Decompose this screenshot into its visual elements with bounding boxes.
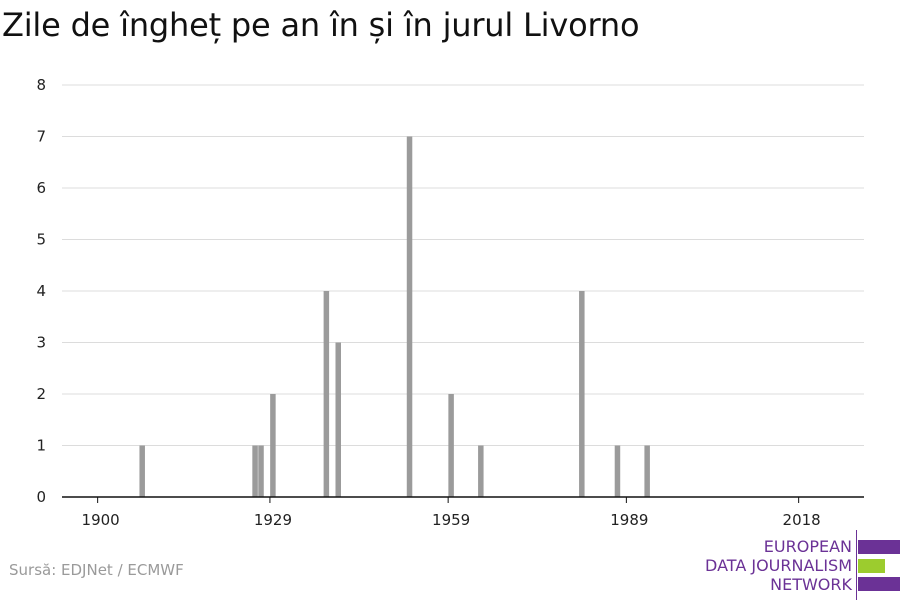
x-tick-label-2018: 2018: [783, 511, 821, 529]
bar-series: [139, 136, 650, 497]
logo-bar-middle: [858, 559, 885, 573]
logo-divider: [856, 530, 857, 600]
source-note: Sursă: EDJNet / ECMWF: [9, 561, 184, 579]
bar-1981: [579, 291, 585, 497]
bar-1926: [252, 445, 258, 497]
y-tick-label-7: 7: [36, 128, 46, 146]
bar-1992: [644, 445, 650, 497]
bar-1964: [478, 445, 484, 497]
logo-bar-top: [858, 540, 900, 554]
y-axis-tick-labels: 0 1 2 3 4 5 6 7 8: [36, 76, 46, 506]
bar-1927: [258, 445, 264, 497]
chart-title: Zile de îngheț pe an în și în jurul Livo…: [2, 6, 640, 44]
y-tick-label-3: 3: [36, 334, 46, 352]
x-axis-tick-labels: 1900 1929 1959 1989 2018: [82, 511, 821, 529]
logo-line-european: EUROPEAN: [763, 537, 852, 556]
logo-bar-bottom: [858, 577, 900, 591]
bar-1940: [335, 342, 341, 497]
y-tick-label-2: 2: [36, 385, 46, 403]
bar-1952: [406, 136, 413, 497]
x-axis: [62, 496, 864, 503]
y-tick-label-8: 8: [36, 76, 46, 94]
bar-1959: [448, 394, 454, 497]
bar-1987: [614, 445, 621, 497]
y-tick-label-1: 1: [36, 437, 46, 455]
frost-days-bar-chart: 0 1 2 3 4 5 6 7 8 1900 1929 1959 1989 2018: [36, 76, 864, 529]
y-tick-label-4: 4: [36, 282, 46, 300]
logo-line-data-journalism: DATA JOURNALISM: [705, 556, 852, 575]
x-tick-label-1959: 1959: [432, 511, 470, 529]
y-tick-label-5: 5: [36, 231, 46, 249]
bar-1938: [323, 291, 330, 497]
bar-1907: [139, 445, 145, 497]
edjnet-logo: EUROPEAN DATA JOURNALISM NETWORK: [700, 530, 900, 600]
x-tick-label-1929: 1929: [254, 511, 292, 529]
y-gridlines: [62, 84, 864, 446]
bar-1929: [270, 394, 276, 497]
y-tick-label-0: 0: [36, 488, 46, 506]
x-tick-label-1989: 1989: [610, 511, 648, 529]
logo-line-network: NETWORK: [770, 575, 852, 594]
x-tick-label-1900: 1900: [82, 511, 120, 529]
y-tick-label-6: 6: [36, 179, 46, 197]
